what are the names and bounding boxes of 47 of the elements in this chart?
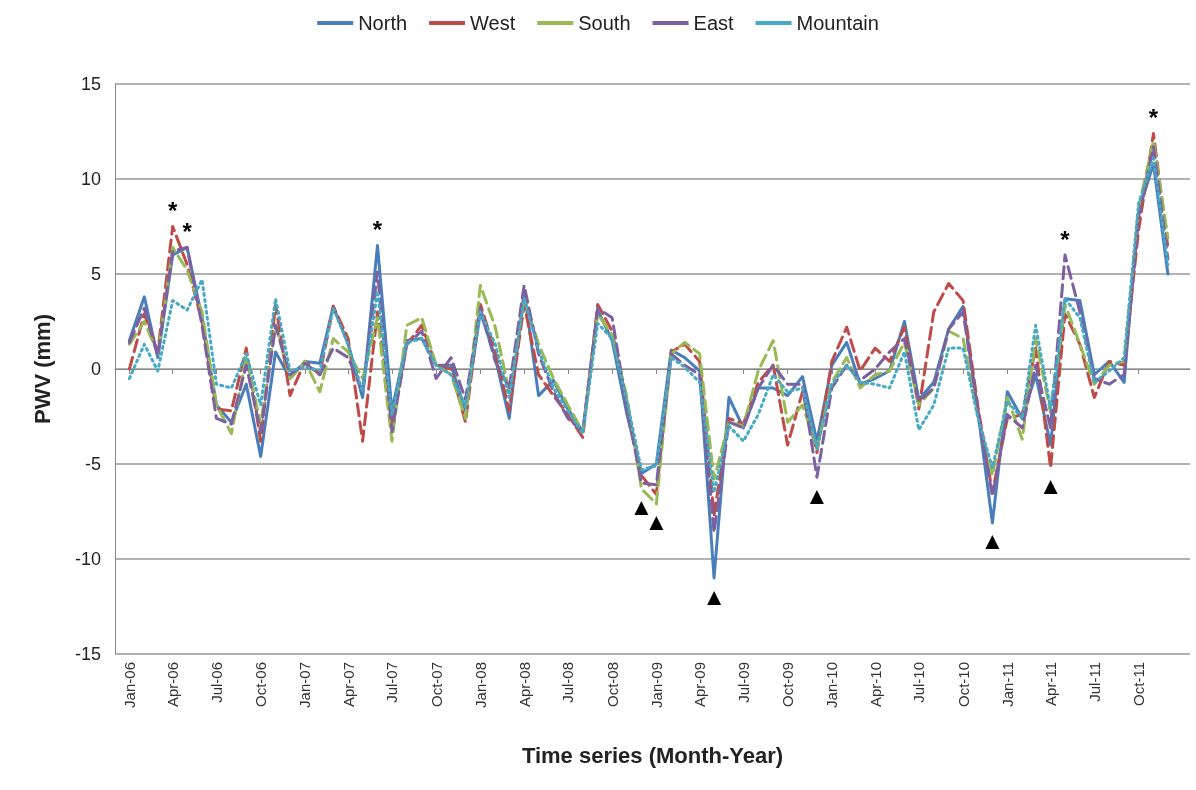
annotation: * xyxy=(168,197,179,224)
x-tick-label: Jul-11 xyxy=(1085,662,1103,702)
y-tick-label: 0 xyxy=(90,359,101,379)
annotation: ▲ xyxy=(1038,472,1063,500)
y-axis-title: PWV (mm) xyxy=(29,314,55,424)
legend-label: East xyxy=(693,12,734,34)
x-tick-label: Oct-09 xyxy=(779,662,797,708)
annotation: * xyxy=(1148,103,1159,131)
x-tick-label: Oct-11 xyxy=(1130,662,1148,706)
x-tick-label: Oct-08 xyxy=(603,662,621,708)
x-tick-label: Apr-11 xyxy=(1042,662,1060,706)
x-tick-label: Jul-08 xyxy=(559,662,577,703)
x-tick-label: Jul-10 xyxy=(910,662,928,703)
legend-label: Mountain xyxy=(796,12,879,34)
annotation: ▲ xyxy=(980,527,1005,555)
x-tick-label: Jan-09 xyxy=(647,662,665,708)
annotation: ▲ xyxy=(702,582,726,610)
y-tick-label: -5 xyxy=(84,454,101,474)
annotation: * xyxy=(372,216,383,243)
x-tick-label: Apr-06 xyxy=(164,662,182,708)
x-tick-label: Jan-11 xyxy=(998,662,1016,707)
x-tick-label: Jan-06 xyxy=(120,662,138,708)
x-tick-label: Jan-10 xyxy=(823,662,841,708)
x-tick-label: Jul-06 xyxy=(207,662,225,703)
legend-label: South xyxy=(578,12,631,34)
x-tick-label: Oct-06 xyxy=(252,662,270,708)
annotation: * xyxy=(182,217,193,245)
x-tick-label: Oct-07 xyxy=(427,662,445,708)
y-tick-label: 5 xyxy=(90,264,101,284)
y-tick-label: 15 xyxy=(80,74,101,94)
annotation: * xyxy=(1060,225,1071,253)
annotation: ▲ xyxy=(805,481,829,509)
legend-label: West xyxy=(470,12,516,34)
x-tick-label: Apr-07 xyxy=(339,662,357,708)
x-tick-label: Apr-09 xyxy=(691,662,709,708)
y-tick-label: -15 xyxy=(74,644,101,664)
x-tick-label: Apr-10 xyxy=(866,662,884,708)
x-tick-label: Oct-10 xyxy=(954,662,972,708)
x-tick-label: Jan-07 xyxy=(296,662,314,708)
y-tick-label: -10 xyxy=(74,549,101,569)
x-axis-title: Time series (Month-Year) xyxy=(521,742,784,768)
y-tick-label: 10 xyxy=(80,169,101,189)
x-tick-label: Apr-08 xyxy=(515,662,533,708)
legend-label: North xyxy=(358,12,408,34)
x-tick-label: Jan-08 xyxy=(471,662,489,708)
x-tick-label: Jul-09 xyxy=(734,662,752,703)
x-tick-label: Jul-07 xyxy=(383,662,401,703)
